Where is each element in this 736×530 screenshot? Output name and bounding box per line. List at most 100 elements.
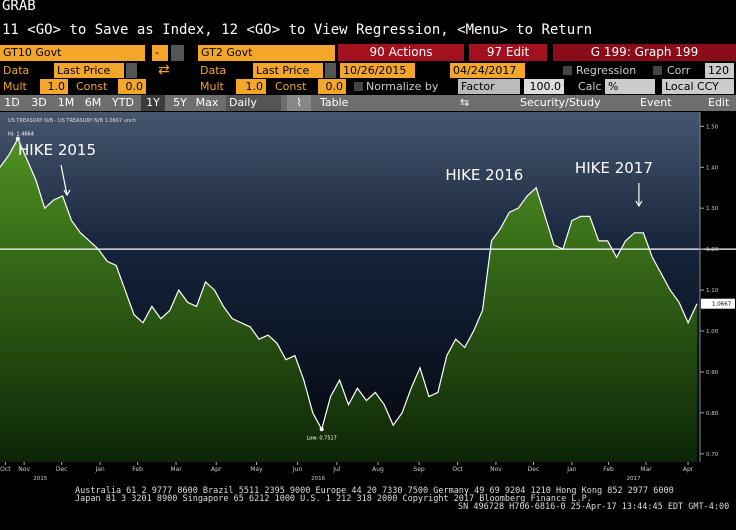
- arrow-head: [63, 189, 71, 197]
- area-fill: [0, 138, 697, 462]
- y-tick-label: 0.80: [706, 411, 719, 417]
- field-select[interactable]: Last Price: [253, 63, 323, 78]
- input[interactable]: 0.0: [318, 79, 346, 94]
- footer: Australia 61 2 9777 8600 Brazil 5511 239…: [75, 486, 674, 496]
- corr-input[interactable]: 120: [705, 63, 734, 78]
- edit-button[interactable]: Edit: [708, 96, 730, 109]
- range-button[interactable]: 1M: [57, 96, 75, 109]
- edit-button[interactable]: 97 Edit: [469, 44, 547, 61]
- range-button[interactable]: 5Y: [173, 96, 187, 109]
- last-value-label: 1.0667: [712, 302, 732, 308]
- checkbox[interactable]: [563, 66, 572, 75]
- calc-select[interactable]: %: [605, 79, 655, 94]
- label: Const: [76, 80, 108, 93]
- range-button[interactable]: YTD: [112, 96, 134, 109]
- checkbox[interactable]: [653, 66, 662, 75]
- graph-title: G 199: Graph 199: [553, 44, 736, 61]
- annotation: HIKE 2015: [18, 141, 96, 159]
- x-tick-label: Feb: [603, 466, 614, 473]
- legend: US TREASURY N/B - US TREASURY N/B 1.0667…: [8, 118, 136, 124]
- range-button[interactable]: 3D: [31, 96, 47, 109]
- toolbar: [0, 95, 736, 111]
- checkbox[interactable]: [354, 82, 363, 91]
- end-date[interactable]: 04/24/2017: [450, 63, 525, 78]
- label: Data: [200, 64, 227, 77]
- actions-button[interactable]: 90 Actions: [338, 44, 464, 61]
- operator-input[interactable]: -: [152, 45, 168, 61]
- x-tick-label: Apr: [683, 466, 694, 473]
- label: Normalize by: [366, 80, 439, 93]
- input[interactable]: 1.0: [236, 79, 266, 94]
- x-tick-label: Apr: [211, 466, 222, 473]
- range-button[interactable]: 1D: [4, 96, 20, 109]
- arrow-head: [635, 200, 643, 208]
- field-select[interactable]: Last Price: [54, 63, 124, 78]
- input[interactable]: 100.0: [524, 79, 564, 94]
- study-button[interactable]: Security/Study: [520, 96, 601, 109]
- x-tick-label: Mar: [640, 466, 652, 473]
- period-select[interactable]: Daily: [226, 95, 281, 111]
- line: [0, 137, 698, 431]
- label: Mult: [200, 80, 224, 93]
- y-tick-label: 1.30: [706, 206, 719, 212]
- dropdown[interactable]: [325, 63, 336, 78]
- x-tick-label: Aug: [372, 466, 384, 473]
- axis-background: [0, 462, 700, 486]
- footer: Japan 81 3 3201 8900 Singapore 65 6212 1…: [75, 494, 592, 504]
- label: Data: [3, 64, 30, 77]
- annotation: HIKE 2017: [575, 159, 653, 177]
- y-tick-label: 1.40: [706, 165, 719, 171]
- y-tick-label: 0.90: [706, 370, 719, 376]
- year-label: 2015: [33, 476, 47, 482]
- range-button[interactable]: Max: [195, 96, 219, 109]
- label: Regression: [576, 64, 637, 77]
- x-tick-label: May: [250, 466, 263, 473]
- x-tick-label: Jan: [94, 466, 104, 473]
- input[interactable]: 1.0: [40, 79, 68, 94]
- y-tick-label: 1.50: [706, 124, 719, 130]
- chart-icon[interactable]: ⌇: [287, 95, 311, 111]
- operator-dropdown[interactable]: [171, 45, 184, 61]
- table-button[interactable]: Table: [320, 96, 349, 109]
- range-button[interactable]: 1Y: [141, 95, 165, 111]
- arrow: [60, 164, 68, 196]
- x-tick-label: Dec: [528, 466, 540, 473]
- y-tick-label: 0.70: [706, 452, 719, 458]
- x-tick-label: Nov: [490, 466, 502, 473]
- security-input[interactable]: GT10 Govt: [0, 45, 145, 61]
- security-input[interactable]: GT2 Govt: [198, 45, 335, 61]
- x-tick-label: Jul: [332, 466, 341, 473]
- x-tick-label: Jun: [292, 466, 303, 473]
- input[interactable]: 0.0: [118, 79, 146, 94]
- low-marker: [319, 427, 324, 432]
- factor-select[interactable]: Factor: [458, 79, 520, 94]
- arrows[interactable]: ⇆: [460, 96, 470, 109]
- x-tick-label: Sep: [413, 466, 425, 473]
- high-label: Hi: 1.4664: [8, 132, 34, 138]
- footer: SN 496728 H706-6816-0 25-Apr-17 13:44:45…: [458, 502, 730, 512]
- annotation: HIKE 2016: [445, 166, 523, 184]
- x-tick-label: Dec: [56, 466, 68, 473]
- header-title: GRAB: [2, 0, 36, 14]
- range-button[interactable]: 6M: [84, 96, 102, 109]
- y-tick-label: 1.10: [706, 288, 719, 294]
- label: Const: [275, 80, 307, 93]
- last-value-box: [701, 298, 735, 309]
- swap-icon[interactable]: ⇄: [158, 62, 170, 78]
- high-marker: [15, 136, 20, 141]
- dropdown[interactable]: [126, 63, 137, 78]
- ccy-select[interactable]: Local CCY: [662, 79, 734, 94]
- x-tick-label: Nov: [18, 466, 30, 473]
- x-tick-label: Mar: [170, 466, 182, 473]
- event-button[interactable]: Event: [640, 96, 672, 109]
- y-tick-label: 1.20: [706, 247, 719, 253]
- year-label: 2017: [627, 476, 641, 482]
- label: Corr: [667, 64, 691, 77]
- x-tick-label: Oct: [0, 466, 11, 473]
- start-date[interactable]: 10/26/2015: [340, 63, 415, 78]
- x-tick-label: Oct: [452, 466, 463, 473]
- label: Calc: [578, 80, 602, 93]
- low-label: Low: 0.7517: [307, 435, 337, 441]
- x-tick-label: Jan: [566, 466, 576, 473]
